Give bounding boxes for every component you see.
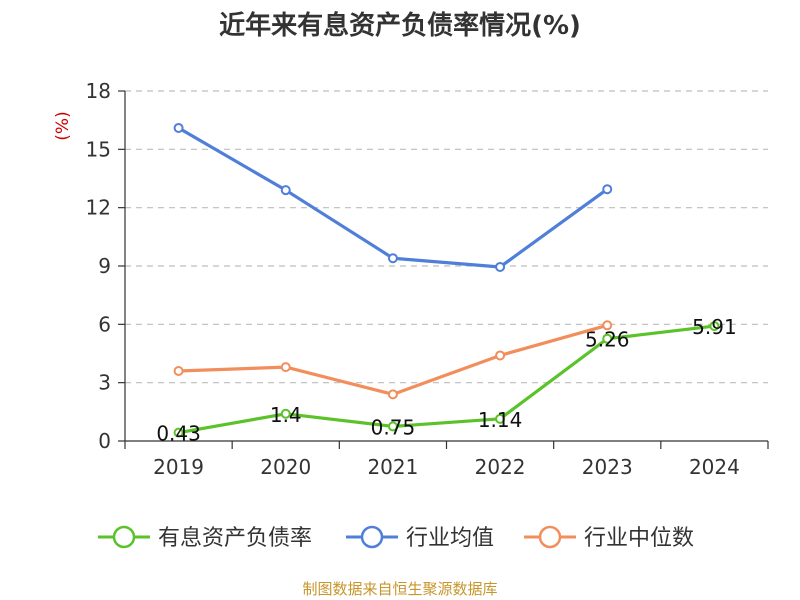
data-point	[173, 122, 184, 133]
y-tick-label: 3	[98, 371, 111, 395]
data-point	[495, 350, 506, 361]
x-tick-label: 2021	[367, 455, 418, 479]
data-point	[495, 261, 506, 272]
data-point	[280, 408, 291, 419]
y-tick-label: 6	[98, 312, 111, 336]
data-label: 1.4	[270, 403, 302, 427]
x-tick-label: 2022	[475, 455, 526, 479]
y-tick-label: 18	[86, 79, 111, 103]
series-line	[178, 324, 715, 435]
series-0: 0.43 1.4 0.75 1.14 5.26 5.91	[156, 315, 736, 446]
data-point	[495, 413, 506, 424]
series-1	[173, 122, 613, 272]
legend-label: 行业均值	[406, 526, 494, 551]
legend-marker	[112, 525, 136, 549]
data-point	[173, 427, 184, 438]
legend-item-1: 行业均值	[346, 525, 494, 551]
x-tick-label: 2024	[689, 455, 740, 479]
data-point	[602, 320, 613, 331]
y-axis-unit: (%)	[53, 111, 73, 140]
chart-title: 近年来有息资产负债率情况(%)	[219, 10, 581, 41]
series-layer: 0.43 1.4 0.75 1.14 5.26 5.91	[156, 122, 737, 446]
series-2	[173, 320, 613, 400]
data-point	[280, 362, 291, 373]
grid	[125, 90, 768, 384]
y-tick-label: 12	[86, 196, 111, 220]
legend-label: 有息资产负债率	[158, 526, 312, 551]
x-tick-label: 2023	[582, 455, 633, 479]
series-line	[178, 323, 608, 396]
data-label: 1.14	[478, 408, 523, 432]
data-point	[173, 366, 184, 376]
data-point	[387, 253, 398, 264]
legend-marker	[360, 525, 384, 549]
data-label: 5.91	[692, 315, 737, 339]
data-point	[709, 321, 720, 332]
data-label: 0.75	[371, 415, 416, 439]
data-label: 0.43	[156, 422, 201, 446]
legend-item-2: 行业中位数	[524, 525, 694, 551]
x-tick-label: 2020	[260, 455, 311, 479]
legend-item-0: 有息资产负债率	[98, 525, 312, 551]
x-tick-label: 2019	[153, 455, 204, 479]
y-tick-label: 9	[98, 254, 111, 278]
legend-label: 行业中位数	[584, 526, 694, 551]
axes: 0 3 6 9 12 15 18 2019 2020 2021 2022 2023 2024	[86, 79, 769, 479]
legend: 有息资产负债率 行业均值 行业中位数	[98, 525, 694, 551]
data-label: 5.26	[585, 328, 630, 352]
data-point	[602, 333, 613, 344]
data-point	[280, 185, 291, 196]
data-point	[387, 421, 398, 432]
data-point	[387, 389, 398, 400]
data-point	[602, 184, 613, 195]
y-tick-label: 0	[98, 429, 111, 453]
legend-marker	[538, 525, 562, 549]
y-tick-label: 15	[86, 137, 111, 161]
source-note: 制图数据来自恒生聚源数据库	[302, 580, 497, 598]
